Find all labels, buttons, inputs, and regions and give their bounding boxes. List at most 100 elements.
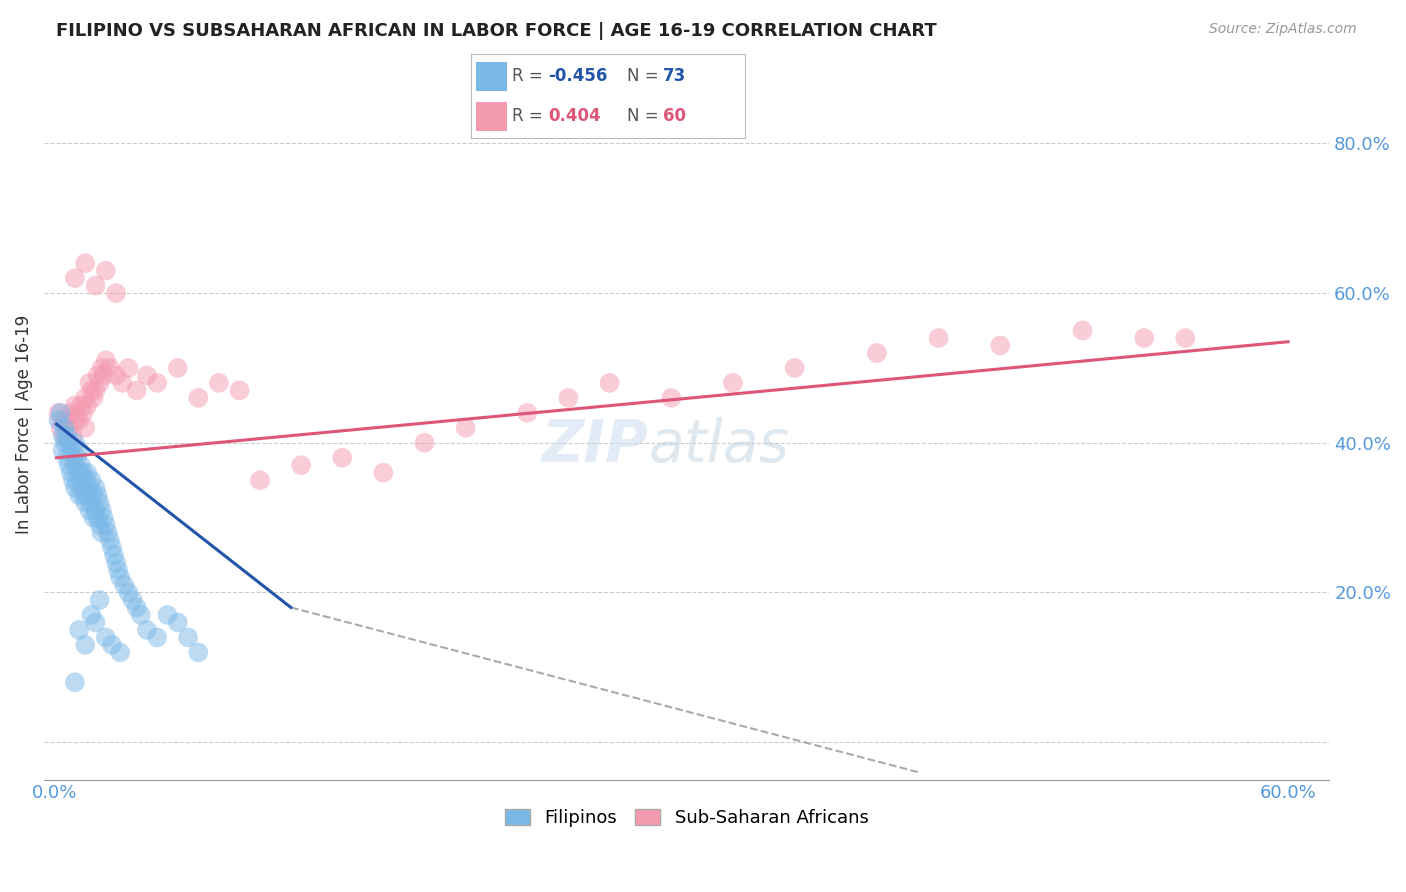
Point bbox=[783, 360, 806, 375]
Point bbox=[55, 413, 77, 427]
Point bbox=[48, 413, 70, 427]
Point bbox=[208, 376, 231, 390]
Point bbox=[67, 623, 90, 637]
FancyBboxPatch shape bbox=[477, 62, 506, 91]
Point bbox=[63, 481, 86, 495]
Point bbox=[72, 406, 94, 420]
Point bbox=[59, 443, 82, 458]
Point bbox=[659, 391, 682, 405]
Text: 0.404: 0.404 bbox=[548, 107, 600, 125]
Point bbox=[988, 338, 1011, 352]
Point bbox=[97, 525, 120, 540]
Point bbox=[76, 488, 98, 502]
Point bbox=[1133, 331, 1156, 345]
Point bbox=[89, 376, 111, 390]
Point bbox=[330, 450, 353, 465]
Point bbox=[84, 384, 107, 398]
Point bbox=[121, 593, 143, 607]
Point bbox=[76, 398, 98, 412]
Point bbox=[49, 406, 72, 420]
Point bbox=[75, 496, 97, 510]
Point bbox=[66, 406, 89, 420]
Point bbox=[79, 503, 101, 517]
Point bbox=[166, 360, 188, 375]
Point bbox=[93, 510, 115, 524]
Point bbox=[111, 376, 134, 390]
Point bbox=[107, 563, 129, 577]
Point bbox=[80, 384, 103, 398]
Point bbox=[52, 428, 75, 442]
Point bbox=[80, 607, 103, 622]
Point bbox=[80, 496, 103, 510]
Point bbox=[108, 645, 131, 659]
Point bbox=[84, 278, 107, 293]
Text: R =: R = bbox=[512, 107, 554, 125]
Point bbox=[48, 406, 70, 420]
Point bbox=[86, 368, 108, 383]
Point bbox=[62, 450, 84, 465]
Point bbox=[58, 421, 80, 435]
Point bbox=[94, 518, 117, 533]
Point bbox=[103, 548, 125, 562]
Point bbox=[156, 607, 179, 622]
Point bbox=[721, 376, 744, 390]
Point bbox=[66, 450, 89, 465]
Point bbox=[84, 481, 107, 495]
Point bbox=[117, 585, 139, 599]
Point bbox=[84, 615, 107, 630]
Point bbox=[1174, 331, 1197, 345]
Point bbox=[59, 466, 82, 480]
Point bbox=[62, 473, 84, 487]
Point bbox=[86, 510, 108, 524]
Point bbox=[63, 435, 86, 450]
Point bbox=[135, 368, 157, 383]
Point bbox=[63, 458, 86, 473]
Point bbox=[105, 286, 128, 301]
Point bbox=[70, 398, 93, 412]
Point bbox=[63, 398, 86, 412]
Point bbox=[63, 271, 86, 285]
Point bbox=[58, 435, 80, 450]
Point bbox=[94, 263, 117, 277]
Point bbox=[70, 458, 93, 473]
Point bbox=[928, 331, 950, 345]
Point bbox=[117, 360, 139, 375]
Point bbox=[67, 488, 90, 502]
Point bbox=[105, 368, 128, 383]
Point bbox=[75, 473, 97, 487]
Point bbox=[599, 376, 621, 390]
Point bbox=[90, 503, 112, 517]
Point bbox=[129, 607, 152, 622]
Point bbox=[86, 488, 108, 502]
Text: atlas: atlas bbox=[648, 417, 789, 474]
Point bbox=[454, 421, 477, 435]
Point bbox=[94, 631, 117, 645]
Text: ZIP: ZIP bbox=[541, 417, 648, 474]
Point bbox=[67, 443, 90, 458]
Point bbox=[53, 428, 76, 442]
Point bbox=[84, 503, 107, 517]
FancyBboxPatch shape bbox=[477, 102, 506, 130]
Point bbox=[75, 391, 97, 405]
Point bbox=[108, 570, 131, 584]
Text: -0.456: -0.456 bbox=[548, 68, 607, 86]
Text: R =: R = bbox=[512, 68, 548, 86]
Point bbox=[290, 458, 312, 473]
Point bbox=[413, 435, 436, 450]
Point bbox=[66, 473, 89, 487]
Point bbox=[93, 368, 115, 383]
Point bbox=[166, 615, 188, 630]
Point bbox=[187, 645, 209, 659]
Point bbox=[89, 593, 111, 607]
Point bbox=[75, 638, 97, 652]
Point bbox=[67, 413, 90, 427]
Point bbox=[52, 443, 75, 458]
Text: FILIPINO VS SUBSAHARAN AFRICAN IN LABOR FORCE | AGE 16-19 CORRELATION CHART: FILIPINO VS SUBSAHARAN AFRICAN IN LABOR … bbox=[56, 22, 936, 40]
Point bbox=[80, 473, 103, 487]
Point bbox=[101, 541, 124, 555]
Point bbox=[58, 458, 80, 473]
Point bbox=[125, 384, 148, 398]
Point bbox=[187, 391, 209, 405]
Point bbox=[866, 346, 889, 360]
Point bbox=[516, 406, 538, 420]
